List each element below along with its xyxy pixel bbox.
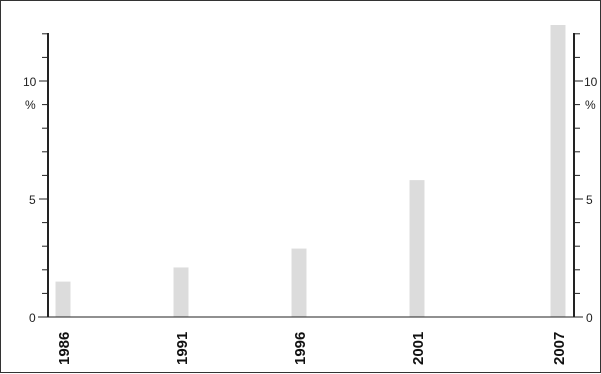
left-unit-label: %: [25, 98, 36, 112]
bars-group: [55, 25, 566, 317]
category-label-1996: 1996: [292, 332, 309, 365]
right-tick-label-0: 0: [586, 311, 593, 325]
category-labels: 1986 1991 1996 2001 2007: [56, 332, 568, 365]
bar-2001: [409, 180, 425, 317]
bar-2007: [550, 25, 566, 317]
left-tick-label-10: 10: [23, 75, 37, 89]
right-y-axis: 10 % 5 0: [573, 33, 598, 325]
right-unit-label: %: [585, 98, 596, 112]
category-label-2007: 2007: [551, 332, 568, 365]
category-label-1991: 1991: [174, 332, 191, 365]
left-tick-label-0: 0: [29, 311, 36, 325]
right-tick-label-5: 5: [586, 193, 593, 207]
left-y-axis: 10 % 5 0: [23, 33, 49, 325]
bar-1996: [291, 248, 307, 317]
category-label-1986: 1986: [56, 332, 73, 365]
bar-1986: [55, 281, 71, 317]
bar-1991: [173, 267, 189, 317]
left-axis-ticks: [39, 33, 48, 318]
right-axis-ticks: [574, 33, 583, 318]
right-tick-label-10: 10: [584, 75, 598, 89]
left-tick-label-5: 5: [29, 193, 36, 207]
category-label-2001: 2001: [410, 332, 427, 365]
